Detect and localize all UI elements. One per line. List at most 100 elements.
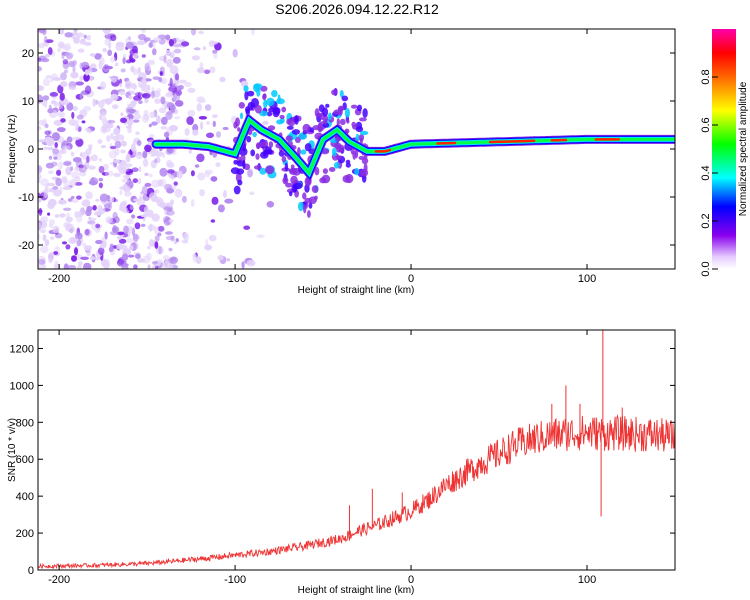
spectrogram-noise-blob (133, 52, 138, 58)
spectrogram-noise-blob (134, 222, 141, 230)
spectrogram-noise-blob (52, 186, 59, 190)
spectrogram-noise-blob (54, 214, 60, 218)
spectrogram-noise-blob (85, 127, 91, 132)
spectrogram-noise-blob (162, 255, 170, 260)
spectrogram-noise-blob (173, 181, 178, 186)
spectrogram-blob (266, 97, 275, 107)
spectrogram-noise-blob (127, 127, 132, 134)
spectrogram-blob (255, 153, 260, 160)
spectrogram-noise-blob (62, 207, 72, 211)
spectrogram-noise-blob (110, 56, 116, 63)
spectrogram-noise-blob (99, 81, 107, 90)
spectrogram-noise-blob (108, 150, 118, 159)
spectrogram-noise-blob (135, 253, 141, 259)
spectrogram-noise-blob (107, 49, 113, 56)
spectrogram-blob (325, 103, 330, 108)
spectrogram-noise-blob (144, 182, 152, 187)
spectrogram-noise-blob (165, 148, 173, 155)
spectrogram-noise-blob (116, 231, 125, 236)
spectrogram-noise-blob (172, 37, 177, 44)
y-tick-label: 800 (16, 417, 34, 429)
spectrogram-noise-blob (149, 111, 156, 119)
spectrogram-noise-blob (129, 118, 134, 125)
spectrogram-noise-blob (128, 95, 133, 100)
spectrogram-noise-blob (172, 56, 181, 64)
spectrogram-blob (235, 117, 240, 127)
spectrogram-noise-blob (63, 69, 69, 74)
spectrogram-noise-blob (53, 156, 58, 160)
spectrogram-noise-blob (136, 140, 142, 146)
spectrogram-noise-blob (150, 153, 156, 157)
spectrogram-noise-blob (129, 204, 134, 211)
spectrogram-noise-blob (184, 82, 192, 87)
spectrogram-noise-blob (113, 127, 121, 136)
spectrogram-noise-blob (66, 102, 74, 111)
spectrogram-noise-blob (125, 153, 131, 163)
spectrogram-noise-blob (41, 99, 48, 107)
spectrogram-noise-blob (59, 29, 65, 35)
spectrogram-noise-blob (83, 262, 92, 269)
spectrogram-noise-blob (78, 210, 83, 218)
spectrogram-noise-blob (81, 61, 89, 68)
spectrogram-noise-blob (157, 232, 162, 237)
spectrogram-noise-blob (160, 96, 166, 105)
spectrogram-noise-blob (95, 239, 103, 245)
spectrogram-noise-blob (78, 164, 88, 173)
spectrogram-blob (285, 135, 293, 142)
y-tick-label: 600 (16, 454, 34, 466)
spectrogram-noise-blob (52, 188, 61, 197)
spectrogram-blob (314, 108, 320, 117)
spectrogram-noise-blob (144, 97, 149, 104)
spectrogram-blob (341, 95, 349, 102)
spectrogram-noise-blob (232, 48, 238, 58)
spectrogram-noise-blob (57, 84, 64, 94)
spectrogram-blob (253, 165, 262, 170)
spectrogram-noise-blob (124, 200, 128, 206)
spectrogram-noise-blob (122, 174, 131, 179)
spectrogram-noise-blob (90, 154, 98, 162)
spectrogram-noise-blob (66, 136, 73, 143)
spectrogram-noise-blob (214, 42, 222, 51)
spectrogram-blob (339, 90, 344, 98)
spectrogram-noise-blob (141, 29, 146, 34)
spectrogram-noise-blob (188, 149, 193, 154)
spectrogram-noise-blob (246, 259, 256, 267)
spectrogram-blob (282, 177, 289, 185)
spectrogram-noise-blob (70, 195, 75, 200)
spectrogram-noise-blob (57, 111, 65, 118)
spectrogram-noise-blob (124, 191, 132, 197)
spectrogram-noise-blob (132, 119, 140, 123)
spectrogram-noise-blob (72, 59, 78, 66)
spectrogram-noise-blob (71, 199, 79, 203)
spectrogram-noise-blob (186, 116, 194, 125)
snr-ylabel: SNR (10 * v/v) (7, 418, 18, 482)
spectrogram-noise-blob (173, 94, 181, 102)
spectrogram-noise-blob (106, 135, 111, 142)
spectrogram-noise-blob (76, 239, 82, 247)
spectrogram-noise-blob (126, 237, 133, 244)
spectrogram-blob (284, 162, 289, 172)
spectrogram-blob (337, 144, 345, 153)
spectrogram-noise-blob (121, 265, 129, 269)
spectrogram-noise-blob (48, 170, 54, 174)
spectrogram-noise-blob (52, 225, 60, 234)
spectrogram-noise-blob (65, 244, 71, 250)
spectrogram-noise-blob (86, 34, 91, 41)
spectrogram-noise-blob (98, 61, 103, 70)
spectrogram-noise-blob (149, 134, 155, 139)
spectrogram-noise-blob (197, 99, 207, 104)
spectrogram-noise-blob (174, 188, 183, 198)
spectrogram-noise-blob (155, 265, 159, 269)
spectrogram-noise-blob (72, 136, 81, 141)
spectrogram-noise-blob (192, 253, 197, 258)
spectrogram-noise-blob (120, 117, 127, 124)
spectrogram-noise-blob (132, 147, 138, 157)
spectrogram-noise-blob (70, 122, 80, 127)
spectrogram-noise-blob (212, 120, 216, 128)
spectrogram-noise-blob (75, 138, 84, 147)
spectrogram-noise-blob (61, 241, 68, 245)
spectrogram-blob (281, 155, 287, 163)
spectrogram-blob (239, 112, 244, 120)
spectrogram-noise-blob (48, 219, 56, 226)
spectrogram-noise-blob (42, 77, 51, 87)
